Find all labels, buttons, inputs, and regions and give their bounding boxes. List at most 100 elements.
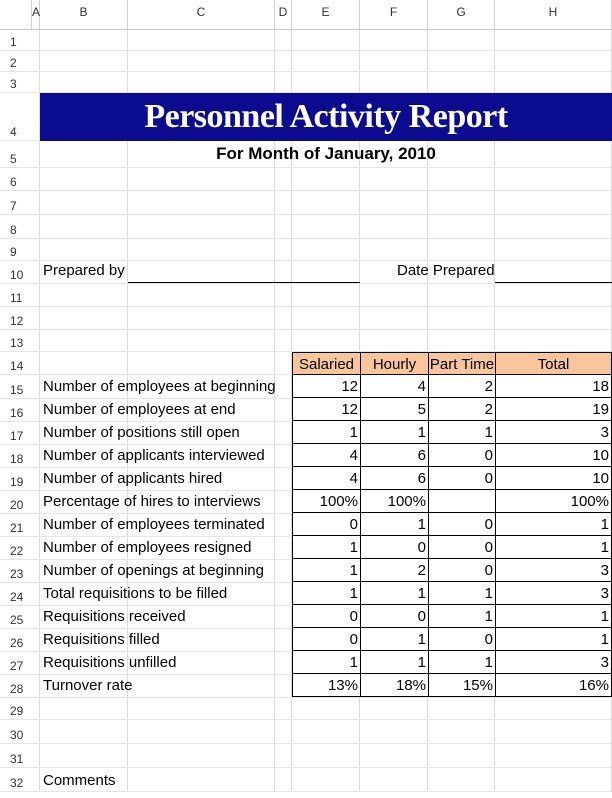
table-cell[interactable]: 18 [495, 375, 612, 398]
table-cell[interactable]: 3 [495, 582, 612, 605]
row-header-2[interactable]: 2 [0, 51, 32, 72]
table-cell[interactable]: 3 [495, 421, 612, 444]
table-cell[interactable]: 1 [428, 582, 496, 605]
row-header-21[interactable]: 21 [0, 514, 32, 537]
table-cell[interactable]: 1 [428, 421, 496, 444]
row-header-7[interactable]: 7 [0, 191, 32, 215]
row-header-20[interactable]: 20 [0, 491, 32, 514]
table-cell[interactable]: 1 [292, 536, 361, 559]
table-cell[interactable]: 1 [360, 628, 429, 651]
table-cell[interactable]: 2 [428, 375, 496, 398]
column-header-d[interactable]: D [275, 0, 292, 29]
table-cell[interactable]: 0 [292, 605, 361, 628]
table-cell[interactable]: 3 [495, 559, 612, 582]
table-cell[interactable]: 3 [495, 651, 612, 674]
table-cell[interactable]: 1 [428, 651, 496, 674]
row-header-11[interactable]: 11 [0, 284, 32, 307]
select-all-corner[interactable] [0, 0, 32, 29]
row-header-6[interactable]: 6 [0, 168, 32, 191]
row-header-24[interactable]: 24 [0, 583, 32, 606]
column-header-c[interactable]: C [128, 0, 275, 29]
table-cell[interactable]: 100% [495, 490, 612, 513]
table-cell[interactable]: 1 [495, 628, 612, 651]
row-header-13[interactable]: 13 [0, 330, 32, 352]
table-cell[interactable]: 15% [428, 674, 496, 697]
row-header-18[interactable]: 18 [0, 445, 32, 468]
column-header-g[interactable]: G [428, 0, 495, 29]
table-cell[interactable]: 0 [360, 536, 429, 559]
row-header-27[interactable]: 27 [0, 652, 32, 675]
table-cell[interactable]: 0 [428, 444, 496, 467]
table-cell[interactable]: 6 [360, 444, 429, 467]
row-header-14[interactable]: 14 [0, 352, 32, 375]
table-cell[interactable]: 10 [495, 444, 612, 467]
row-header-16[interactable]: 16 [0, 399, 32, 422]
table-cell[interactable]: 19 [495, 398, 612, 421]
table-cell[interactable] [428, 490, 496, 513]
table-cell[interactable]: 1 [360, 651, 429, 674]
table-cell[interactable]: 100% [360, 490, 429, 513]
table-cell[interactable]: 0 [428, 467, 496, 490]
table-cell[interactable]: 18% [360, 674, 429, 697]
table-cell[interactable]: 0 [428, 559, 496, 582]
table-cell[interactable]: 100% [292, 490, 361, 513]
table-row-label: Number of applicants interviewed [43, 447, 265, 464]
row-header-23[interactable]: 23 [0, 560, 32, 583]
row-header-5[interactable]: 5 [0, 141, 32, 168]
column-header-b[interactable]: B [40, 0, 128, 29]
table-cell[interactable]: 0 [292, 628, 361, 651]
row-header-10[interactable]: 10 [0, 261, 32, 284]
row-header-32[interactable]: 32 [0, 768, 32, 792]
table-cell[interactable]: 13% [292, 674, 361, 697]
row-header-22[interactable]: 22 [0, 537, 32, 560]
column-header-h[interactable]: H [495, 0, 612, 29]
row-header-28[interactable]: 28 [0, 675, 32, 698]
table-cell[interactable]: 2 [428, 398, 496, 421]
table-cell[interactable]: 4 [292, 467, 361, 490]
table-cell[interactable]: 0 [428, 536, 496, 559]
prepared-by-line[interactable] [128, 282, 360, 283]
table-cell[interactable]: 10 [495, 467, 612, 490]
table-cell[interactable]: 1 [292, 559, 361, 582]
table-cell[interactable]: 0 [428, 628, 496, 651]
table-cell[interactable]: 1 [292, 651, 361, 674]
row-header-1[interactable]: 1 [0, 29, 32, 51]
row-header-25[interactable]: 25 [0, 606, 32, 629]
row-header-8[interactable]: 8 [0, 215, 32, 239]
row-header-4[interactable]: 4 [0, 93, 32, 141]
table-cell[interactable]: 1 [360, 513, 429, 536]
row-header-12[interactable]: 12 [0, 307, 32, 330]
row-header-3[interactable]: 3 [0, 72, 32, 93]
table-cell[interactable]: 4 [360, 375, 429, 398]
row-header-31[interactable]: 31 [0, 744, 32, 768]
table-cell[interactable]: 1 [360, 582, 429, 605]
table-cell[interactable]: 5 [360, 398, 429, 421]
table-cell[interactable]: 12 [292, 375, 361, 398]
table-cell[interactable]: 4 [292, 444, 361, 467]
column-header-e[interactable]: E [292, 0, 360, 29]
table-cell[interactable]: 0 [360, 605, 429, 628]
table-cell[interactable]: 1 [360, 421, 429, 444]
row-header-26[interactable]: 26 [0, 629, 32, 652]
table-cell[interactable]: 0 [428, 513, 496, 536]
date-prepared-line[interactable] [495, 282, 612, 283]
row-header-19[interactable]: 19 [0, 468, 32, 491]
table-cell[interactable]: 2 [360, 559, 429, 582]
row-header-9[interactable]: 9 [0, 239, 32, 261]
row-header-29[interactable]: 29 [0, 698, 32, 720]
row-header-15[interactable]: 15 [0, 375, 32, 399]
table-cell[interactable]: 16% [495, 674, 612, 697]
table-cell[interactable]: 1 [495, 536, 612, 559]
table-cell[interactable]: 1 [495, 605, 612, 628]
table-cell[interactable]: 1 [292, 582, 361, 605]
table-cell[interactable]: 1 [292, 421, 361, 444]
table-cell[interactable]: 12 [292, 398, 361, 421]
row-header-30[interactable]: 30 [0, 720, 32, 744]
table-cell[interactable]: 0 [292, 513, 361, 536]
column-header-f[interactable]: F [360, 0, 428, 29]
table-cell[interactable]: 6 [360, 467, 429, 490]
column-header-a[interactable]: A [32, 0, 40, 29]
table-cell[interactable]: 1 [495, 513, 612, 536]
row-header-17[interactable]: 17 [0, 422, 32, 445]
table-cell[interactable]: 1 [428, 605, 496, 628]
